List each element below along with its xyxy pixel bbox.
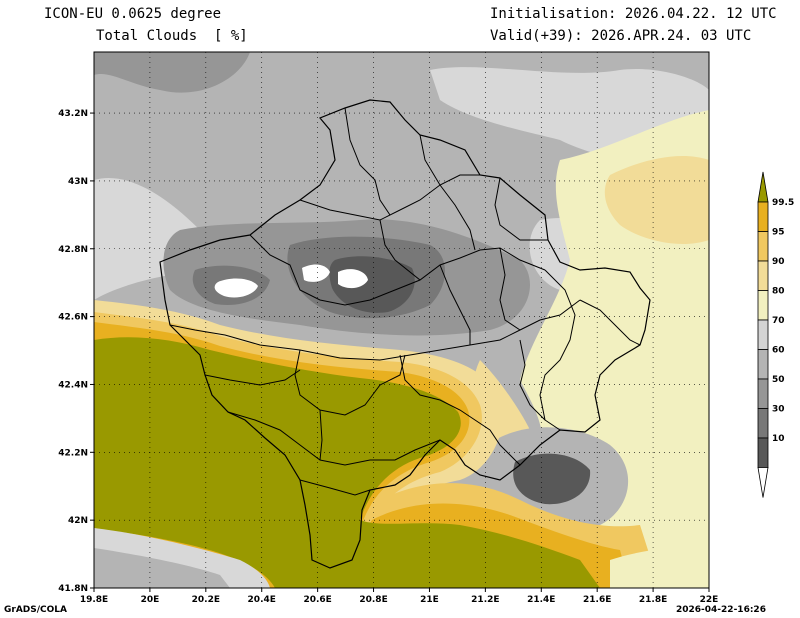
internal-border xyxy=(539,269,576,431)
colorbar-segment xyxy=(757,378,769,409)
colorbar-label: 60 xyxy=(772,346,785,356)
lon-tick-label: 21E xyxy=(420,595,439,605)
cloud-gray-southwest xyxy=(94,548,230,588)
colorbar-segment xyxy=(757,319,769,350)
variable-title: Total Clouds [ %] xyxy=(96,28,248,44)
clear-sky-patch xyxy=(214,278,258,298)
cloud-dark-gray-patch xyxy=(513,453,591,505)
colorbar-label: 80 xyxy=(772,287,785,297)
colorbar-segment xyxy=(757,201,769,232)
region-borders xyxy=(159,99,651,569)
lon-tick-label: 21.6E xyxy=(583,595,611,605)
colorbar-label: 99.5 xyxy=(772,198,794,208)
lat-tick-label: 42N xyxy=(68,516,88,526)
lat-tick-label: 42.8N xyxy=(58,245,88,255)
cloud-olive-overcast xyxy=(94,337,600,588)
lon-tick-label: 20.4E xyxy=(248,595,276,605)
lat-tick-label: 43N xyxy=(68,177,88,187)
internal-border xyxy=(439,264,471,345)
lat-tick-label: 43.2N xyxy=(58,109,88,119)
lat-tick-label: 42.4N xyxy=(58,380,88,390)
axis-labels: 19.8E 20E 20.2E 20.4E 20.6E 20.8E 21E 21.2E 21.4… xyxy=(58,109,718,605)
internal-border xyxy=(499,247,521,331)
cloud-tan-area xyxy=(604,155,709,245)
clear-sky-patch xyxy=(338,269,368,289)
lon-tick-label: 20.6E xyxy=(303,595,331,605)
internal-border xyxy=(299,479,371,496)
colorbar-top-arrow xyxy=(757,171,769,203)
colorbar-segment xyxy=(757,349,769,380)
lon-tick-label: 20.2E xyxy=(192,595,220,605)
lon-tick-label: 20.8E xyxy=(359,595,387,605)
internal-border xyxy=(169,299,581,361)
lon-tick-label: 20E xyxy=(141,595,160,605)
colorbar-segment xyxy=(757,408,769,439)
colorbar-segment xyxy=(757,290,769,321)
lon-tick-label: 21.4E xyxy=(527,595,555,605)
lat-tick-label: 42.2N xyxy=(58,448,88,458)
colorbar-segment xyxy=(757,231,769,262)
internal-border xyxy=(344,107,391,216)
colorbar-segment xyxy=(757,260,769,291)
lon-tick-label: 19.8E xyxy=(80,595,108,605)
lat-tick-label: 42.6N xyxy=(58,313,88,323)
internal-border xyxy=(204,369,301,386)
internal-border xyxy=(399,354,521,466)
lon-tick-label: 22E xyxy=(700,595,719,605)
axis-ticks xyxy=(90,112,710,592)
model-title: ICON-EU 0.0625 degree xyxy=(44,6,222,22)
internal-border xyxy=(379,219,421,281)
map-frame xyxy=(93,51,710,589)
clear-sky-patch xyxy=(302,264,330,282)
internal-border xyxy=(419,134,476,251)
initialisation-time: Initialisation: 2026.04.22. 12 UTC xyxy=(490,6,777,22)
colorbar-label: 10 xyxy=(772,434,785,444)
valid-time: Valid(+39): 2026.APR.24. 03 UTC xyxy=(490,28,752,44)
internal-border xyxy=(519,339,546,421)
lon-tick-label: 21.8E xyxy=(639,595,667,605)
software-credit: GrADS/COLA xyxy=(4,605,67,615)
internal-border xyxy=(294,349,406,416)
lon-tick-label: 21.2E xyxy=(471,595,499,605)
colorbar-label: 95 xyxy=(772,228,785,238)
colorbar-label: 90 xyxy=(772,257,785,267)
internal-border xyxy=(579,299,641,346)
colorbar-bottom-arrow xyxy=(757,467,769,498)
colorbar-segment xyxy=(757,437,769,468)
cloud-cover-field xyxy=(94,52,709,588)
internal-border xyxy=(319,409,323,461)
internal-border xyxy=(494,177,548,241)
internal-border xyxy=(227,411,441,466)
country-border xyxy=(159,99,651,569)
lat-tick-label: 41.8N xyxy=(58,584,88,594)
colorbar: 99.5 95 90 80 70 60 50 30 10 xyxy=(757,171,794,498)
colorbar-label: 70 xyxy=(772,316,785,326)
internal-border xyxy=(249,234,546,306)
colorbar-label: 50 xyxy=(772,375,785,385)
internal-border xyxy=(299,174,480,221)
render-timestamp: 2026-04-22-16:26 xyxy=(676,605,766,615)
colorbar-label: 30 xyxy=(772,405,785,415)
cloud-cream-southeast xyxy=(610,547,709,588)
cloud-dark-gray-patch xyxy=(94,52,250,93)
